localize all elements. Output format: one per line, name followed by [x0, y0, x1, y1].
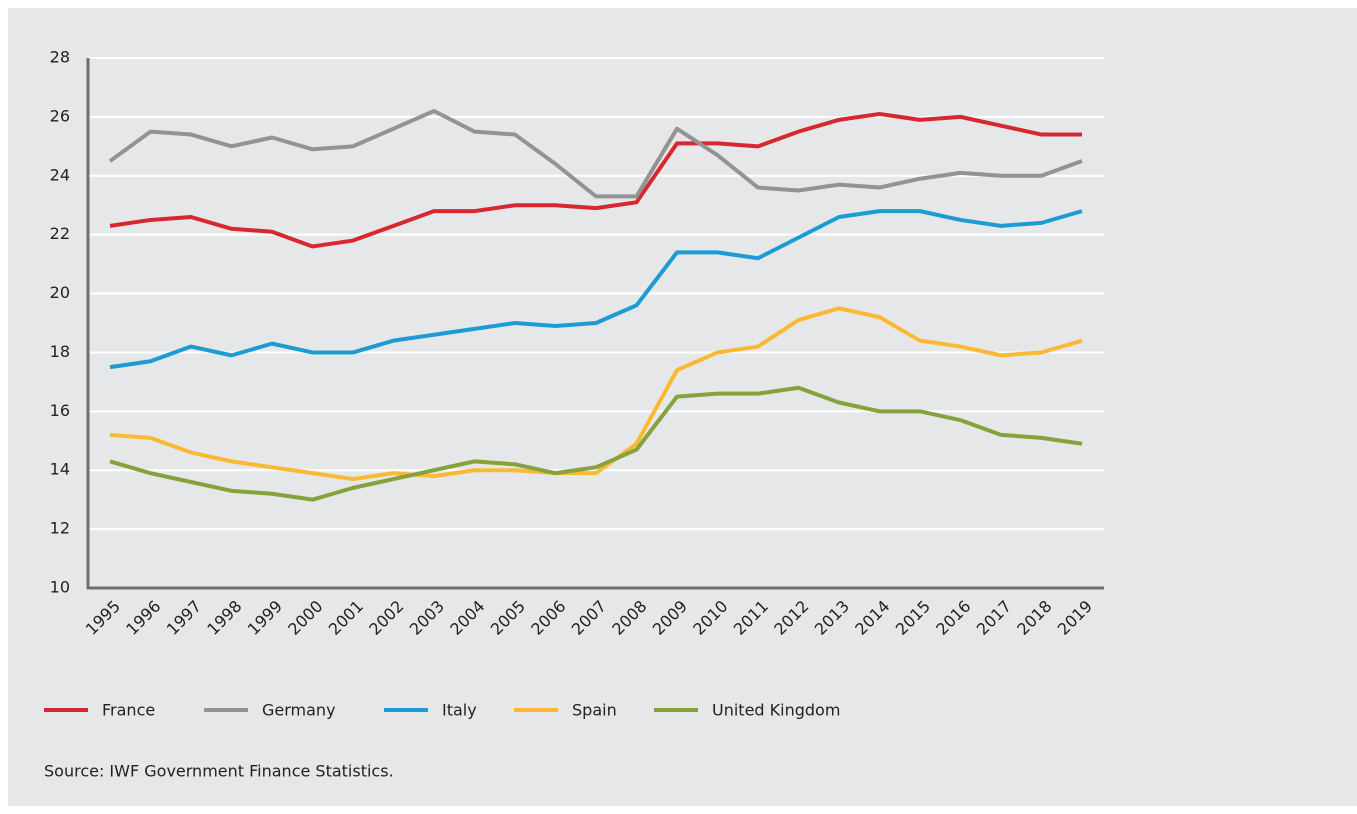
y-tick-label: 26 — [50, 106, 70, 125]
series-line — [109, 306, 1083, 482]
series-line — [108, 109, 1083, 199]
series-line — [109, 385, 1083, 502]
legend-label: France — [102, 701, 155, 720]
source: Source: IWF Government Finance Statistic… — [44, 762, 394, 781]
panel — [8, 8, 1357, 806]
y-tick-label: 10 — [50, 578, 70, 597]
y-tick-label: 12 — [50, 519, 70, 538]
legend-label: United Kingdom — [712, 701, 840, 720]
y-tick-label: 18 — [50, 342, 70, 361]
legend-label: Germany — [262, 701, 336, 720]
series-line — [109, 111, 1082, 249]
series-line — [109, 209, 1083, 370]
y-tick-label: 20 — [50, 283, 70, 302]
y-tick-label: 22 — [50, 224, 70, 243]
legend-label: Spain — [572, 701, 617, 720]
y-tick-label: 14 — [50, 460, 70, 479]
legend-label: Italy — [442, 701, 477, 720]
y-tick-label: 28 — [50, 48, 70, 67]
y-tick-label: 24 — [50, 165, 70, 184]
y-tick-label: 16 — [50, 401, 70, 420]
